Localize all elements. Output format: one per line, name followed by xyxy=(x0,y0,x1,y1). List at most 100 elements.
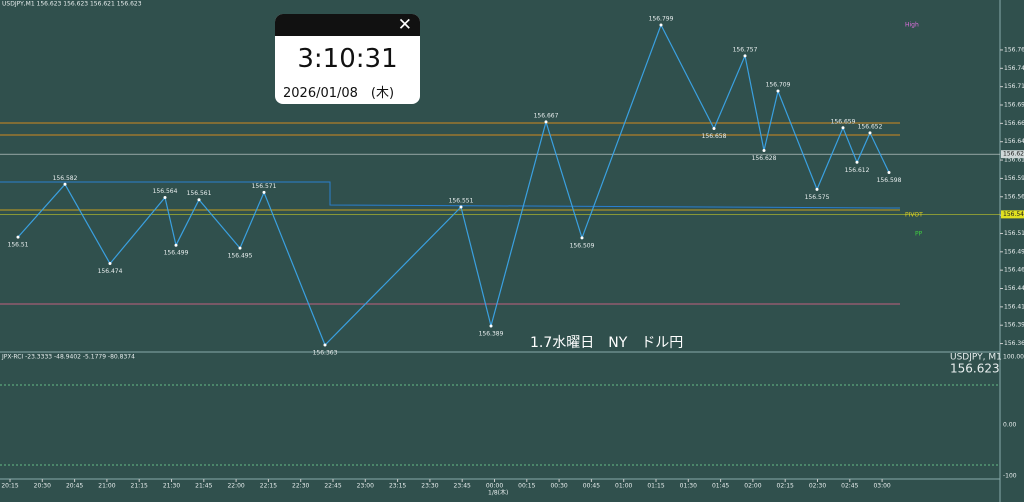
swing-point xyxy=(63,182,67,186)
swing-label: 156.474 xyxy=(98,268,123,275)
swing-point xyxy=(580,236,584,240)
price-tick-label: 156.665 xyxy=(1004,120,1024,127)
time-tick-label: 21:00 xyxy=(98,483,115,490)
swing-label: 156.757 xyxy=(733,46,758,53)
clock-date: 2026/01/08 (木) xyxy=(283,86,395,101)
time-tick-label: 21:15 xyxy=(131,483,148,490)
price-box-label: 156.623 xyxy=(1003,151,1024,158)
swing-label: 156.495 xyxy=(228,253,253,260)
time-tick-label: 02:15 xyxy=(777,483,794,490)
clock-widget: ✕ 3:10:31 2026/01/08 (木) xyxy=(275,14,420,104)
price-tick-label: 156.69 xyxy=(1004,102,1024,109)
swing-label: 156.667 xyxy=(534,112,559,119)
time-tick-label: 21:45 xyxy=(195,483,212,490)
price-box xyxy=(1001,210,1024,219)
level-line xyxy=(0,181,901,209)
time-tick-label: 01:15 xyxy=(647,483,664,490)
swing-label: 156.799 xyxy=(649,16,674,23)
swing-point xyxy=(544,120,548,124)
swing-point xyxy=(238,246,242,250)
swing-point xyxy=(163,195,167,199)
swing-point xyxy=(16,235,20,239)
header-text: USDJPY,M1 156.623 156.623 156.621 156.62… xyxy=(2,1,142,8)
swing-point xyxy=(743,54,747,58)
swing-label: 156.658 xyxy=(702,133,727,140)
swing-point xyxy=(174,243,178,247)
swing-point xyxy=(323,343,327,347)
price-tick-label: 156.64 xyxy=(1004,138,1024,145)
swing-label: 156.709 xyxy=(766,82,791,89)
indicator-price: 156.623 xyxy=(950,362,1000,376)
swing-label: 156.561 xyxy=(187,190,212,197)
swing-point xyxy=(262,190,266,194)
close-button[interactable]: ✕ xyxy=(397,15,412,35)
clock-titlebar: ✕ xyxy=(275,14,420,36)
swing-point xyxy=(108,262,112,266)
swing-label: 156.598 xyxy=(877,177,902,184)
swing-point xyxy=(776,89,780,93)
caption: 1.7水曜日 NY ドル円 xyxy=(530,335,684,351)
time-tick-label: 02:30 xyxy=(809,483,826,490)
swing-point xyxy=(887,171,891,175)
swing-point xyxy=(459,205,463,209)
price-tick-label: 156.515 xyxy=(1004,230,1024,237)
swing-label: 156.571 xyxy=(252,183,277,190)
swing-label: 156.499 xyxy=(164,250,189,257)
swing-point xyxy=(815,187,819,191)
indicator-symbol: USDJPY, M1 xyxy=(950,353,1002,363)
plot-bg xyxy=(0,0,1000,502)
swing-point xyxy=(489,324,493,328)
swing-label: 156.659 xyxy=(831,118,856,125)
swing-point xyxy=(855,160,859,164)
time-tick-label: 20:30 xyxy=(34,483,51,490)
price-tick-label: 156.715 xyxy=(1004,83,1024,90)
time-tick-label: 00:15 xyxy=(518,483,535,490)
price-tick-label: 156.59 xyxy=(1004,175,1024,182)
time-tick-label: 21:30 xyxy=(163,483,180,490)
swing-label: 156.652 xyxy=(858,123,883,130)
time-tick-label: 22:30 xyxy=(292,483,309,490)
price-tick-label: 156.565 xyxy=(1004,193,1024,200)
date-label: 1/8(木) xyxy=(488,489,508,497)
time-tick-label: 23:45 xyxy=(454,483,471,490)
time-tick-label: 01:45 xyxy=(712,483,729,490)
price-tick-label: 156.465 xyxy=(1004,267,1024,274)
time-tick-label: 02:45 xyxy=(841,483,858,490)
swing-point xyxy=(762,149,766,153)
time-tick-label: 22:45 xyxy=(324,483,341,490)
price-tick-label: 156.415 xyxy=(1004,303,1024,310)
time-tick-label: 20:15 xyxy=(1,483,18,490)
level-label: PIVOT xyxy=(905,212,923,219)
swing-point xyxy=(868,131,872,135)
price-tick-label: 156.365 xyxy=(1004,340,1024,347)
time-tick-label: 23:30 xyxy=(421,483,438,490)
swing-label: 156.51 xyxy=(8,242,29,249)
swing-label: 156.582 xyxy=(53,175,78,182)
swing-label: 156.509 xyxy=(570,242,595,249)
time-tick-label: 20:45 xyxy=(66,483,83,490)
swing-point xyxy=(659,23,663,27)
time-tick-label: 01:30 xyxy=(680,483,697,490)
swing-point xyxy=(712,126,716,130)
price-tick-label: 156.615 xyxy=(1004,157,1024,164)
swing-point xyxy=(841,126,845,130)
time-tick-label: 00:30 xyxy=(550,483,567,490)
time-tick-label: 01:00 xyxy=(615,483,632,490)
rci-axis-label: -100 xyxy=(1003,473,1017,480)
time-tick-label: 22:15 xyxy=(260,483,277,490)
swing-label: 156.564 xyxy=(153,188,178,195)
level-label: PP xyxy=(915,231,923,238)
swing-label: 156.628 xyxy=(752,155,777,162)
price-tick-label: 156.765 xyxy=(1004,46,1024,53)
time-tick-label: 22:00 xyxy=(227,483,244,490)
swing-label: 156.363 xyxy=(313,350,338,357)
swing-label: 156.575 xyxy=(805,194,830,201)
price-tick-label: 156.44 xyxy=(1004,285,1024,292)
time-tick-label: 23:15 xyxy=(389,483,406,490)
indicator-header: JPX-RCI -23.3333 -48.9402 -5.1779 -80.83… xyxy=(1,354,135,361)
time-tick-label: 02:00 xyxy=(744,483,761,490)
rci-axis-label: 0.00 xyxy=(1003,422,1017,429)
